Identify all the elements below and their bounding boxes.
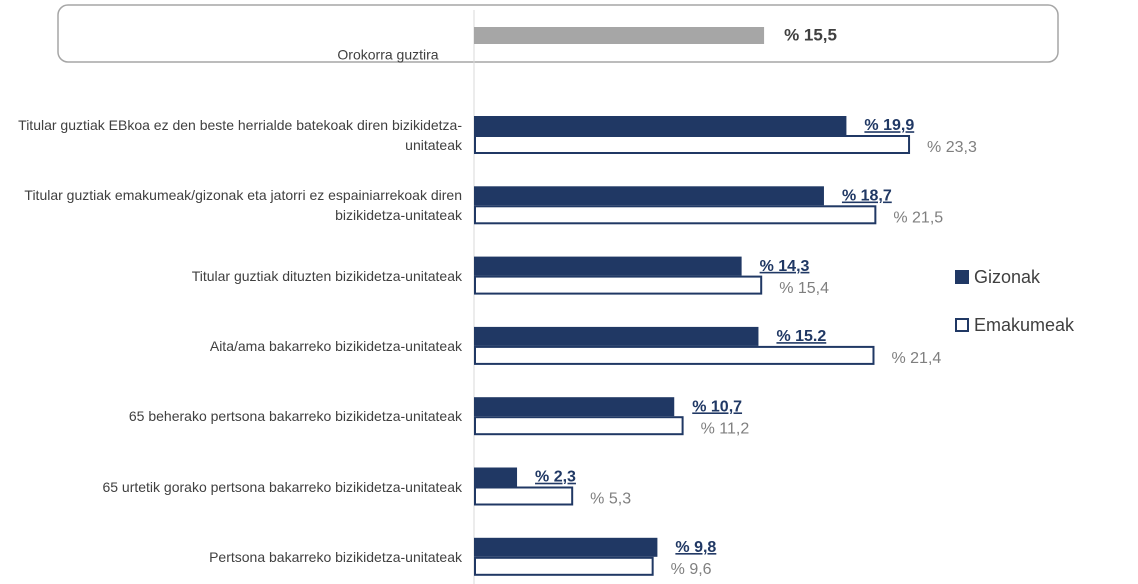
value-label: % 5,3 [590,491,631,508]
value-label: % 9,8 [675,539,716,556]
value-label: % 23,3 [927,139,977,156]
value-label: % 19,9 [864,117,914,134]
bar [474,416,684,436]
value-label: % 2,3 [535,469,576,486]
bar [474,275,763,295]
value-label: % 15.2 [776,328,826,345]
legend-swatch [955,270,969,284]
value-label: % 14,3 [760,258,810,275]
total-label: Orokorra guztira [337,47,438,63]
legend-swatch [955,318,969,332]
bar [474,345,875,365]
value-label: % 21,4 [891,350,941,367]
legend-label: Emakumeak [974,315,1075,335]
bar [474,186,824,206]
category-label: Titular guztiak dituzten bizikidetza-uni… [191,267,462,284]
bar [474,326,759,346]
category-label: 65 beherako pertsona bakarreko bizikidet… [128,408,462,425]
value-label: % 15,4 [779,280,829,297]
value-label: % 11,2 [701,420,750,437]
bar [474,135,911,154]
category-label: Titular guztiak EBkoa ez den beste herri… [18,117,462,153]
bar [474,205,877,225]
category-label: 65 urtetik gorako pertsona bakarreko biz… [102,478,462,495]
bar [474,537,658,557]
bar [474,467,518,487]
legend-label: Gizonak [974,267,1041,287]
total-box [57,4,1059,63]
total-bar [474,27,765,44]
total-value-label: % 15,5 [784,25,837,44]
value-label: % 9,6 [671,561,712,578]
bar [474,256,742,276]
bar [474,116,847,135]
bar [474,397,675,417]
value-label: % 10,7 [692,398,742,415]
category-label: Titular guztiak emakumeak/gizonak eta ja… [24,187,462,224]
bar [474,486,574,506]
value-label: % 21,5 [893,210,943,227]
value-label: % 18,7 [842,188,892,205]
category-label: Aita/ama bakarreko bizikidetza-unitateak [209,337,462,354]
category-label: Pertsona bakarreko bizikidetza-unitateak [209,548,462,565]
bar [474,556,654,576]
